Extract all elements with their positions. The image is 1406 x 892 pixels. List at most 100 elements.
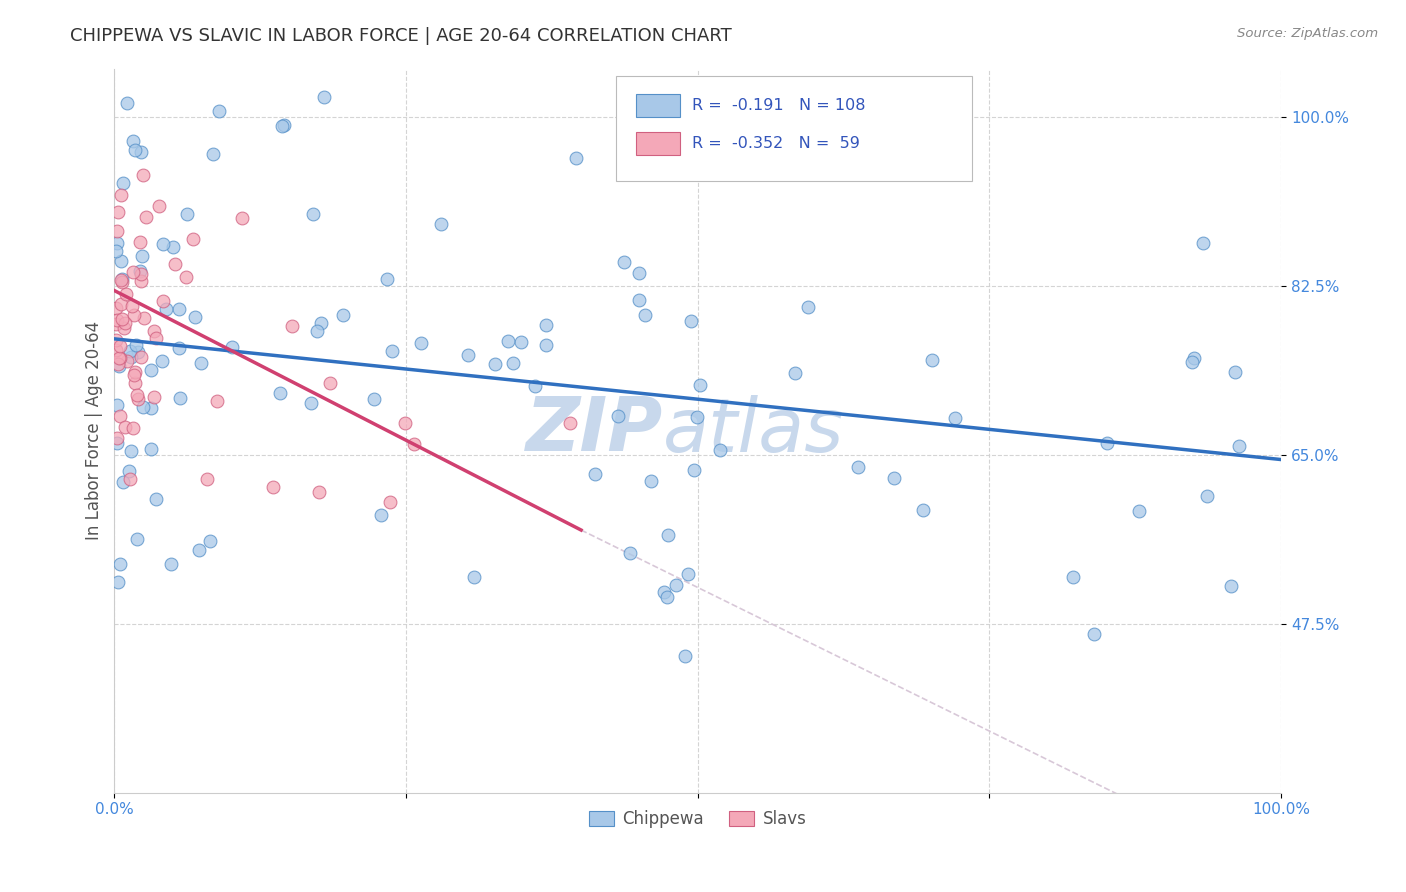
Point: [110, 188, 132, 202]
Point: [269, 386, 291, 401]
Point: [332, 308, 354, 322]
Point: [111, 271, 134, 285]
Point: [127, 532, 149, 546]
Point: [112, 475, 135, 489]
Point: [404, 437, 426, 451]
Point: [1182, 351, 1205, 366]
Point: [104, 343, 127, 357]
Point: [299, 396, 322, 410]
Bar: [636, 132, 681, 155]
Point: [1181, 355, 1204, 369]
Point: [208, 103, 231, 118]
Point: [111, 312, 134, 326]
Point: [122, 421, 145, 435]
Point: [121, 134, 143, 148]
Point: [124, 337, 146, 351]
Point: [583, 467, 606, 481]
Point: [657, 528, 679, 542]
Point: [430, 218, 453, 232]
Point: [673, 648, 696, 663]
Point: [114, 420, 136, 434]
Point: [111, 275, 134, 289]
Point: [534, 337, 557, 351]
Point: [496, 334, 519, 349]
Point: [114, 316, 136, 330]
Point: [135, 210, 157, 224]
Y-axis label: In Labor Force | Age 20-64: In Labor Force | Age 20-64: [86, 321, 103, 541]
Point: [183, 232, 205, 246]
Point: [394, 416, 416, 430]
Point: [105, 436, 128, 450]
Point: [262, 480, 284, 494]
Text: CHIPPEWA VS SLAVIC IN LABOR FORCE | AGE 20-64 CORRELATION CHART: CHIPPEWA VS SLAVIC IN LABOR FORCE | AGE …: [70, 27, 733, 45]
Point: [619, 546, 641, 560]
Point: [122, 308, 145, 322]
Point: [155, 301, 177, 316]
Point: [115, 95, 138, 110]
Point: [221, 340, 243, 354]
Point: [1195, 489, 1218, 503]
Point: [783, 367, 806, 381]
Point: [184, 310, 207, 324]
Text: Source: ZipAtlas.com: Source: ZipAtlas.com: [1237, 27, 1378, 40]
Legend: Chippewa, Slavs: Chippewa, Slavs: [582, 804, 813, 835]
Point: [709, 442, 731, 457]
Point: [174, 270, 197, 285]
Point: [378, 495, 401, 509]
Point: [129, 235, 152, 250]
Point: [273, 118, 295, 132]
Point: [124, 376, 146, 390]
Point: [163, 257, 186, 271]
Point: [108, 409, 131, 424]
Point: [121, 299, 143, 313]
Point: [129, 267, 152, 281]
Point: [457, 348, 479, 362]
Point: [112, 176, 135, 190]
Bar: [636, 94, 681, 117]
Point: [657, 591, 679, 605]
Point: [127, 392, 149, 406]
Point: [318, 376, 340, 390]
Text: R =  -0.191   N = 108: R = -0.191 N = 108: [692, 98, 866, 113]
Point: [120, 444, 142, 458]
Point: [676, 566, 699, 581]
Point: [160, 557, 183, 571]
Point: [162, 240, 184, 254]
Point: [148, 199, 170, 213]
Point: [167, 302, 190, 317]
Point: [565, 151, 588, 165]
Point: [107, 359, 129, 373]
Point: [205, 393, 228, 408]
FancyBboxPatch shape: [616, 76, 972, 181]
Point: [308, 484, 330, 499]
Point: [1192, 236, 1215, 251]
Point: [309, 316, 332, 330]
Point: [105, 431, 128, 445]
Point: [873, 90, 896, 104]
Point: [118, 343, 141, 358]
Point: [110, 254, 132, 268]
Point: [665, 578, 688, 592]
Point: [689, 378, 711, 392]
Point: [124, 143, 146, 157]
Point: [107, 205, 129, 219]
Point: [169, 341, 191, 355]
Point: [110, 339, 132, 353]
Point: [613, 255, 636, 269]
Point: [627, 293, 650, 307]
Point: [1095, 436, 1118, 450]
Point: [150, 353, 173, 368]
Point: [195, 472, 218, 486]
Point: [381, 343, 404, 358]
Point: [305, 324, 328, 338]
Point: [115, 287, 138, 301]
Point: [145, 331, 167, 345]
Point: [132, 168, 155, 182]
Point: [107, 236, 129, 251]
Point: [176, 207, 198, 221]
Point: [145, 491, 167, 506]
Point: [502, 356, 524, 370]
Point: [509, 335, 531, 350]
Point: [107, 575, 129, 590]
Point: [105, 398, 128, 412]
